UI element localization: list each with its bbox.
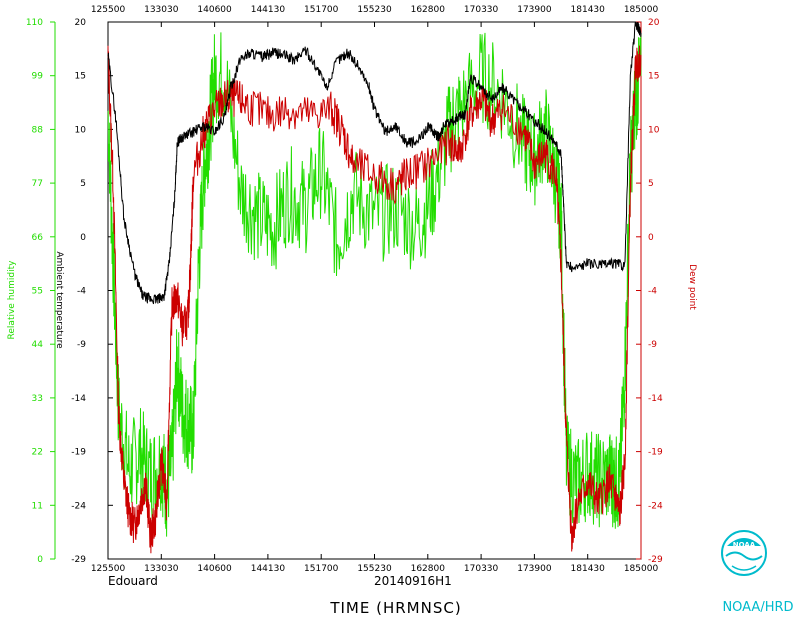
top-x-tick-label: 133030 — [144, 5, 179, 15]
rh-axis-tick-label: 33 — [32, 394, 43, 404]
rh-axis-tick-label: 88 — [32, 125, 44, 135]
top-x-tick-label: 125500 — [91, 5, 126, 15]
dew-axis-tick-label: 15 — [648, 72, 659, 82]
rh-axis-tick-label: 11 — [32, 501, 43, 511]
dew-axis-tick-label: 0 — [648, 233, 654, 243]
storm-name: Edouard — [108, 574, 158, 588]
top-x-tick-label: 185000 — [624, 5, 659, 15]
series-line-rh — [107, 32, 642, 537]
bottom-x-tick-label: 144130 — [251, 564, 286, 574]
org-label: NOAA/HRD — [722, 600, 793, 615]
dew-axis: 20 15 10 5 0 -4 -9 -14 -19 -24 -29 — [636, 18, 663, 565]
dew-axis-tick-label: 20 — [648, 18, 660, 28]
dew-axis-tick-label: -14 — [648, 394, 663, 404]
dew-axis-tick-label: -19 — [648, 448, 663, 458]
dew-axis-tick-label: -29 — [648, 555, 663, 565]
bottom-x-tick-label: 155230 — [357, 564, 392, 574]
top-x-tick-label: 170330 — [464, 5, 499, 15]
rh-axis-tick-label: 77 — [32, 179, 43, 189]
bottom-x-axis: 125500 133030 140600 144130 151700 155230 1628… — [91, 554, 659, 574]
dew-axis-tick-label: -4 — [648, 287, 657, 297]
temp-axis: 20 15 10 5 0 -4 -9 -14 -19 -24 -29 — [71, 18, 113, 565]
x-axis-title: TIME (HRMNSC) — [329, 599, 461, 617]
temp-axis-tick-label: -4 — [77, 287, 86, 297]
bottom-x-tick-label: 185000 — [624, 564, 659, 574]
temp-axis-tick-label: 15 — [75, 72, 86, 82]
temp-axis-tick-label: -9 — [77, 340, 86, 350]
temp-axis-tick-label: -19 — [71, 448, 86, 458]
bottom-x-tick-label: 162800 — [411, 564, 446, 574]
bottom-x-tick-label: 173900 — [517, 564, 552, 574]
bottom-x-tick-label: 125500 — [91, 564, 126, 574]
mission-id: 20140916H1 — [374, 574, 452, 588]
rh-axis-tick-label: 55 — [32, 287, 43, 297]
temp-axis-title: Ambient temperature — [54, 251, 64, 349]
top-x-tick-label: 140600 — [197, 5, 232, 15]
rh-axis-tick-label: 44 — [32, 340, 44, 350]
series-line-temp — [107, 21, 642, 305]
temp-axis-tick-label: -29 — [71, 555, 86, 565]
dew-axis-tick-label: -9 — [648, 340, 657, 350]
dew-axis-title: Dew point — [687, 264, 697, 310]
bottom-x-tick-label: 151700 — [304, 564, 339, 574]
rh-axis-title: Relative humidity — [7, 260, 17, 340]
top-x-tick-label: 162800 — [411, 5, 446, 15]
top-x-tick-label: 151700 — [304, 5, 339, 15]
top-x-tick-label: 155230 — [357, 5, 392, 15]
series-layer — [107, 21, 642, 554]
temp-axis-tick-label: 20 — [75, 18, 87, 28]
temp-axis-tick-label: -14 — [71, 394, 86, 404]
bottom-x-tick-label: 140600 — [197, 564, 232, 574]
bottom-x-tick-label: 181430 — [571, 564, 606, 574]
dew-axis-tick-label: 5 — [648, 179, 654, 189]
top-x-axis: 125500 133030 140600 144130 151700 155230 1628… — [91, 5, 659, 27]
series-line-dew — [107, 45, 642, 554]
temp-axis-tick-label: 0 — [80, 233, 86, 243]
temp-axis-tick-label: 10 — [75, 125, 87, 135]
top-x-tick-label: 144130 — [251, 5, 286, 15]
temp-axis-tick-label: -24 — [71, 501, 86, 511]
rh-axis-tick-label: 0 — [37, 555, 43, 565]
bottom-x-tick-label: 170330 — [464, 564, 499, 574]
rh-axis-tick-label: 99 — [32, 72, 44, 82]
dew-axis-tick-label: 10 — [648, 125, 660, 135]
noaa-logo-text: NOAA — [733, 541, 756, 549]
rh-axis-tick-label: 110 — [26, 18, 43, 28]
top-x-tick-label: 181430 — [571, 5, 606, 15]
rh-axis-tick-label: 66 — [32, 233, 44, 243]
rh-axis-tick-label: 22 — [32, 448, 43, 458]
noaa-logo: NOAA — [721, 530, 767, 576]
dew-axis-tick-label: -24 — [648, 501, 663, 511]
temp-axis-tick-label: 5 — [80, 179, 86, 189]
top-x-tick-label: 173900 — [517, 5, 552, 15]
bottom-x-tick-label: 133030 — [144, 564, 179, 574]
